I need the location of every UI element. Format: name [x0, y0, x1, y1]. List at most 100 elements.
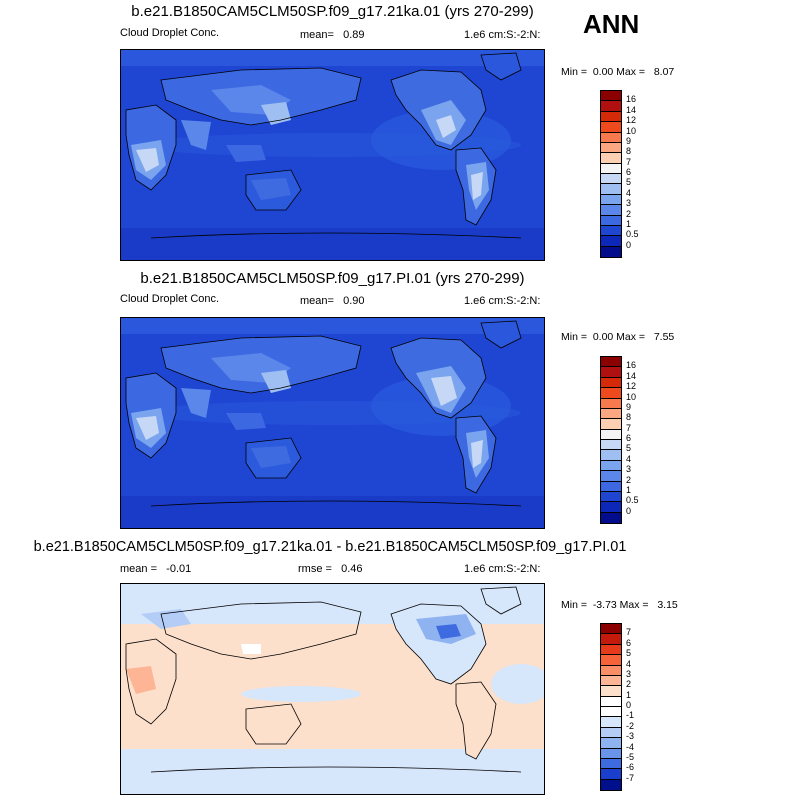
colorbar-swatch: [601, 132, 621, 143]
colorbar-tick-label: 16: [626, 94, 637, 105]
panel1-minmax: Min = 0.00 Max = 8.07: [561, 66, 674, 78]
colorbar-tick-label: 1: [626, 218, 632, 229]
colorbar-tick-label: 9: [626, 135, 632, 146]
colorbar-swatch: [601, 738, 621, 749]
panel3-title: b.e21.B1850CAM5CLM50SP.f09_g17.21ka.01 -…: [33, 539, 627, 555]
colorbar-swatch: [601, 377, 621, 389]
season-label: ANN: [583, 9, 640, 39]
colorbar-tick-label: 14: [626, 370, 637, 381]
colorbar-tick-label: 5: [626, 648, 632, 659]
colorbar-swatch: [601, 491, 621, 503]
colorbar-tick-label: -2: [626, 720, 635, 731]
colorbar-swatch: [601, 357, 621, 368]
panel1-max-value: 8.07: [653, 66, 675, 78]
colorbar-tick-label: 10: [626, 391, 637, 402]
colorbar-swatch: [601, 367, 621, 378]
panel3-mean-label: mean =: [120, 563, 157, 575]
colorbar-swatch: [601, 696, 621, 707]
panel2-mean-value: 0.90: [343, 295, 365, 307]
panel1-title: b.e21.B1850CAM5CLM50SP.f09_g17.21ka.01 (…: [131, 3, 534, 20]
colorbar-swatch: [601, 779, 621, 790]
panel3-min-label: Min =: [561, 599, 587, 611]
colorbar-swatch: [601, 101, 621, 112]
colorbar-tick-label: 0: [626, 505, 632, 516]
colorbar-tick-label: -7: [626, 772, 635, 783]
colorbar-tick-label: 12: [626, 115, 637, 126]
panel3-max-value: 3.15: [657, 599, 678, 611]
colorbar-tick-label: 9: [626, 401, 632, 412]
panel3-rmse-label: rmse =: [298, 563, 332, 575]
colorbar-tick-label: -6: [626, 762, 635, 773]
colorbar-tick-label: 14: [626, 104, 637, 115]
colorbar-tick-label: 8: [626, 146, 632, 157]
colorbar-swatch: [601, 450, 621, 461]
colorbar-tick-label: 7: [626, 627, 632, 638]
colorbar-swatch: [601, 707, 621, 718]
colorbar-tick-label: 8: [626, 412, 632, 423]
panel2-min-label: Min =: [561, 331, 587, 343]
panel1-field-label: Cloud Droplet Conc.: [120, 27, 220, 39]
panel1-units: 1.e6 cm:S:-2:N:: [464, 29, 541, 41]
panel3-units: 1.e6 cm:S:-2:N:: [464, 563, 541, 575]
panel1-mean: mean= 0.89: [300, 29, 365, 41]
colorbar-swatch: [601, 471, 621, 482]
colorbar-swatch: [601, 502, 621, 513]
colorbar-tick-label: 3: [626, 668, 632, 679]
colorbar-swatch: [601, 675, 621, 687]
panel3-max-label: Max =: [619, 599, 649, 611]
panel2-mean-label: mean=: [300, 295, 334, 307]
colorbar-tick-label: 2: [626, 679, 632, 690]
panel3-mean-value: -0.01: [166, 563, 192, 575]
colorbar-swatch: [601, 429, 621, 440]
colorbar-swatch: [601, 440, 621, 451]
colorbar-tick-label: 7: [626, 156, 632, 167]
colorbar-tick-label: 4: [626, 658, 632, 669]
panel2-title: b.e21.B1850CAM5CLM50SP.f09_g17.PI.01 (yr…: [140, 270, 525, 287]
colorbar-tick-label: 1: [626, 484, 632, 495]
colorbar-swatch: [601, 225, 621, 237]
colorbar-swatch: [601, 246, 621, 257]
colorbar-swatch: [601, 205, 621, 216]
colorbar-tick-label: 16: [626, 360, 637, 371]
panel2-field-label: Cloud Droplet Conc.: [120, 293, 220, 305]
colorbar-swatch: [601, 644, 621, 656]
colorbar-tick-label: 0.5: [626, 495, 639, 506]
panel2-mean: mean= 0.90: [300, 295, 365, 307]
panel1-min-label: Min =: [561, 66, 587, 78]
panel3-min-value: -3.73: [592, 599, 617, 611]
colorbar-swatch: [601, 758, 621, 770]
colorbar-swatch: [601, 624, 621, 635]
colorbar-tick-label: 10: [626, 125, 637, 136]
colorbar-tick-label: 3: [626, 464, 632, 475]
colorbar-swatch: [601, 194, 621, 206]
colorbar-tick-label: 1: [626, 689, 632, 700]
panel2-colorbar: [600, 356, 622, 524]
colorbar-swatch: [601, 174, 621, 185]
colorbar-swatch: [601, 398, 621, 409]
colorbar-swatch: [601, 634, 621, 645]
colorbar-swatch: [601, 727, 621, 739]
colorbar-tick-label: -4: [626, 741, 635, 752]
colorbar-tick-label: 0.5: [626, 229, 639, 240]
colorbar-swatch: [601, 184, 621, 195]
colorbar-swatch: [601, 512, 621, 523]
colorbar-tick-label: -5: [626, 751, 635, 762]
panel2-minmax: Min = 0.00 Max = 7.55: [561, 331, 674, 343]
panel1-map: [120, 49, 545, 261]
panel2-max-label: Max =: [616, 331, 646, 343]
colorbar-tick-label: 2: [626, 474, 632, 485]
colorbar-tick-label: 4: [626, 187, 632, 198]
colorbar-swatch: [601, 460, 621, 472]
colorbar-swatch: [601, 419, 621, 430]
colorbar-swatch: [601, 717, 621, 728]
colorbar-tick-label: -3: [626, 731, 635, 742]
colorbar-swatch: [601, 111, 621, 123]
panel1-max-label: Max =: [616, 66, 646, 78]
colorbar-swatch: [601, 388, 621, 399]
colorbar-swatch: [601, 215, 621, 226]
panel2-units: 1.e6 cm:S:-2:N:: [464, 295, 541, 307]
panel3-rmse-value: 0.46: [341, 563, 363, 575]
panel2-max-value: 7.55: [653, 331, 675, 343]
panel1-min-value: 0.00: [592, 66, 614, 78]
panel1-mean-value: 0.89: [343, 29, 365, 41]
